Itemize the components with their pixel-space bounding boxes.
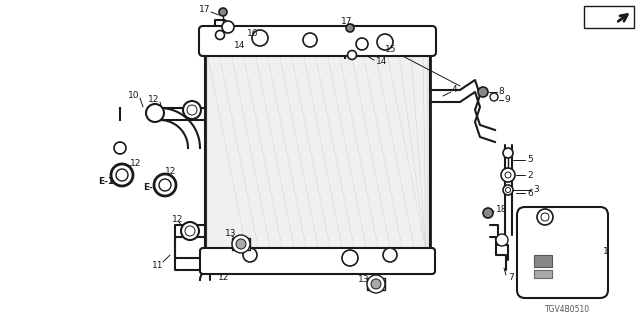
- Bar: [584, 6, 634, 28]
- FancyBboxPatch shape: [517, 207, 608, 298]
- Text: E-15: E-15: [143, 183, 165, 193]
- Circle shape: [505, 172, 511, 178]
- Circle shape: [219, 8, 227, 16]
- Circle shape: [383, 248, 397, 262]
- Text: 17: 17: [341, 18, 353, 27]
- Bar: [207, 53, 428, 252]
- Circle shape: [222, 21, 234, 33]
- Text: 13: 13: [358, 276, 369, 284]
- Circle shape: [490, 93, 498, 101]
- Circle shape: [181, 222, 199, 240]
- Text: E-15: E-15: [98, 178, 120, 187]
- Circle shape: [478, 87, 488, 97]
- Circle shape: [154, 174, 176, 196]
- Circle shape: [183, 101, 201, 119]
- Circle shape: [114, 142, 126, 154]
- Text: 13: 13: [225, 229, 237, 238]
- Circle shape: [243, 248, 257, 262]
- Circle shape: [356, 38, 368, 50]
- Circle shape: [236, 239, 246, 249]
- Text: 6: 6: [527, 188, 532, 197]
- Circle shape: [111, 164, 133, 186]
- Text: 12: 12: [172, 215, 184, 225]
- Text: 8: 8: [498, 87, 504, 97]
- Text: 5: 5: [527, 156, 532, 164]
- Circle shape: [346, 24, 354, 32]
- Text: 17: 17: [199, 5, 211, 14]
- Circle shape: [348, 51, 356, 60]
- Circle shape: [377, 34, 393, 50]
- Bar: [367, 278, 385, 290]
- FancyBboxPatch shape: [199, 26, 436, 56]
- Circle shape: [537, 209, 553, 225]
- Circle shape: [116, 169, 128, 181]
- Bar: [205, 48, 430, 255]
- Text: 12: 12: [218, 274, 229, 283]
- Circle shape: [303, 33, 317, 47]
- Circle shape: [506, 188, 511, 193]
- Text: 18: 18: [496, 205, 508, 214]
- Text: 14: 14: [234, 41, 245, 50]
- Circle shape: [252, 30, 268, 46]
- Bar: [534, 255, 552, 267]
- Text: 10: 10: [128, 92, 140, 100]
- Text: 14: 14: [376, 58, 387, 67]
- Circle shape: [541, 213, 549, 221]
- Circle shape: [232, 235, 250, 253]
- Text: 11: 11: [152, 260, 163, 269]
- Circle shape: [501, 168, 515, 182]
- Circle shape: [187, 105, 197, 115]
- Circle shape: [496, 234, 508, 246]
- Circle shape: [342, 250, 358, 266]
- Circle shape: [371, 279, 381, 289]
- Text: FR.: FR.: [588, 11, 611, 23]
- Text: 1: 1: [603, 247, 609, 257]
- Text: 2: 2: [527, 171, 532, 180]
- Circle shape: [503, 148, 513, 158]
- Text: 12: 12: [130, 158, 141, 167]
- Text: 12: 12: [165, 167, 177, 177]
- Text: 3: 3: [533, 186, 539, 195]
- Text: TGV4B0510: TGV4B0510: [545, 306, 590, 315]
- Circle shape: [185, 226, 195, 236]
- Circle shape: [216, 30, 225, 39]
- Circle shape: [146, 104, 164, 122]
- Bar: [534, 270, 552, 278]
- Circle shape: [159, 179, 171, 191]
- Text: 16: 16: [247, 29, 259, 38]
- FancyBboxPatch shape: [200, 248, 435, 274]
- Text: 12: 12: [148, 95, 159, 105]
- Circle shape: [483, 208, 493, 218]
- Bar: [232, 238, 250, 250]
- Text: 15: 15: [385, 45, 397, 54]
- Text: 9: 9: [504, 95, 509, 105]
- Text: 4: 4: [452, 85, 458, 94]
- Circle shape: [503, 185, 513, 195]
- Text: 7: 7: [508, 274, 514, 283]
- Circle shape: [367, 275, 385, 293]
